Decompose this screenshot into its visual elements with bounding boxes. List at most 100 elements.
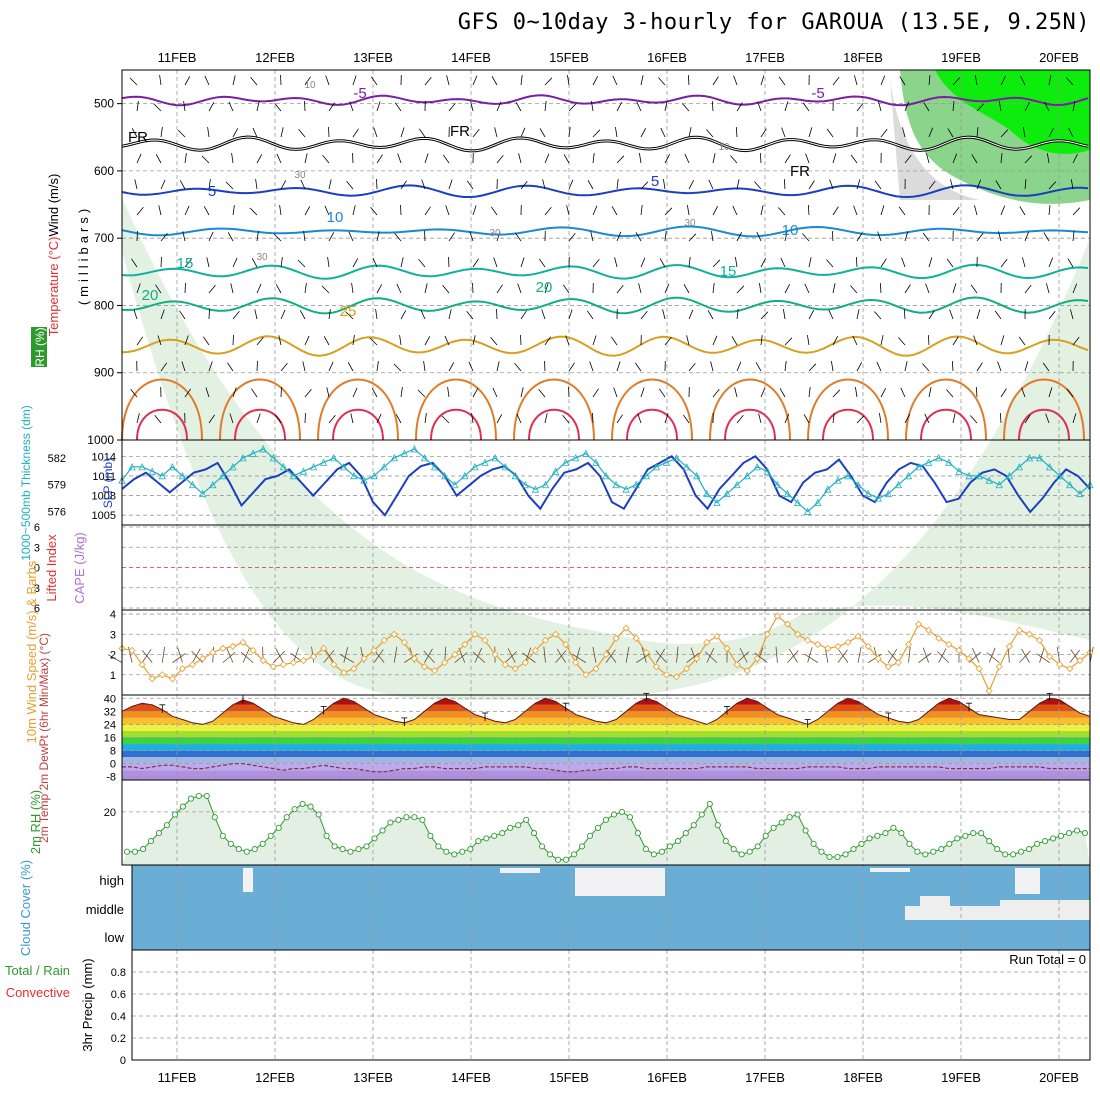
wind-barb	[472, 335, 476, 346]
wind-barb-10m	[938, 648, 947, 663]
rh-point	[235, 846, 242, 853]
wind-speed-point	[461, 640, 469, 648]
wind-barb	[158, 205, 162, 216]
wind-barb	[252, 127, 258, 138]
wind-barb	[227, 232, 234, 242]
wind-barb	[1024, 361, 1029, 372]
rh-point	[770, 824, 777, 831]
wind-barb	[328, 415, 336, 424]
wind-speed-point	[925, 626, 933, 634]
wind-speed-point	[481, 636, 489, 644]
wind-barb	[1044, 101, 1050, 112]
wind-barb-10m	[605, 649, 616, 663]
wind-barb	[802, 102, 810, 112]
wind-barb	[712, 335, 718, 346]
wind-barb	[376, 101, 381, 112]
wind-barb	[616, 284, 624, 294]
wind-barb	[518, 153, 522, 164]
wind-speed-point	[451, 650, 459, 659]
wind-barb	[950, 179, 954, 190]
top-date-label: 20FEB	[1039, 50, 1079, 65]
wind-speed-point	[763, 630, 771, 638]
rh-point	[403, 814, 410, 821]
wind-barb	[303, 231, 306, 242]
wind-barb	[778, 76, 786, 86]
rh-point	[131, 848, 139, 855]
wind-barb-10m	[555, 650, 567, 663]
thickness-point	[521, 480, 529, 489]
cloud-level-label: high	[99, 873, 124, 888]
wind-barb	[256, 154, 263, 164]
wind-barb-10m	[908, 646, 911, 663]
wind-speed-point	[168, 675, 176, 683]
wind-barb	[397, 153, 402, 164]
rh-point	[946, 840, 953, 847]
wind-barb	[160, 362, 168, 372]
wind-barb	[664, 101, 668, 112]
wind-barb	[998, 231, 1002, 242]
rh-point	[682, 830, 689, 837]
pressure-tick-label: 700	[94, 231, 114, 245]
wind-barb	[928, 310, 935, 320]
wind-barb-10m	[704, 651, 718, 663]
wind-barb	[784, 337, 793, 346]
wind-barb	[232, 387, 237, 398]
wind-barb	[856, 362, 863, 372]
wind-barb	[544, 153, 550, 164]
thickness-point	[955, 467, 963, 475]
wind-barb	[639, 153, 642, 164]
wind-speed-point	[945, 640, 953, 648]
wind-barb	[520, 310, 527, 320]
wind-barb	[832, 283, 836, 294]
wind-speed-point	[410, 655, 418, 663]
wind-barb	[640, 75, 644, 86]
wind-barb-10m	[736, 651, 750, 663]
wind-barb	[687, 205, 690, 216]
wind-barb	[877, 231, 882, 242]
wind-barb	[946, 389, 954, 398]
wind-barb	[856, 102, 864, 112]
wind-barb	[592, 388, 599, 398]
wind-barb	[736, 102, 743, 112]
wind-speed-point	[582, 671, 590, 679]
rh-point	[1042, 838, 1049, 845]
wind-barb	[352, 387, 358, 398]
wind-barb	[904, 231, 909, 242]
contour-label: 20	[536, 279, 553, 296]
wind-barb	[256, 101, 260, 112]
wind-barb	[352, 152, 354, 164]
thickness-point	[309, 462, 318, 471]
wind-barb-10m	[625, 646, 630, 663]
wind-barb	[300, 179, 306, 190]
wind-barb	[304, 283, 307, 294]
rh-point	[970, 830, 977, 837]
wind-barb	[466, 180, 474, 190]
thickness-label: 1000~500mb Thickness (dm)	[19, 405, 33, 561]
wind-barb-10m	[343, 647, 349, 663]
wind-barb	[949, 309, 954, 320]
wind-speed-point	[511, 665, 519, 673]
wind-speed-point	[592, 665, 600, 673]
wind-barb	[157, 335, 162, 346]
wind-barb	[208, 285, 216, 294]
contour-label: 10	[782, 222, 799, 239]
wind-barb	[179, 180, 186, 190]
wind-barb	[711, 231, 714, 242]
wind-barb	[616, 231, 622, 242]
thickness-point	[148, 467, 156, 475]
wind-barb	[352, 335, 355, 346]
contour-label: -5	[811, 85, 824, 102]
wind-speed-point	[904, 640, 913, 648]
wind-barb	[134, 179, 138, 190]
wind-barb	[376, 284, 383, 294]
wind-barb	[302, 361, 306, 372]
wind-barb	[879, 282, 882, 294]
thickness-point	[461, 471, 469, 480]
wind-speed-point	[955, 646, 963, 655]
bottom-date-label: 11FEB	[158, 1070, 197, 1085]
wind-barb-10m	[918, 652, 932, 663]
wind-speed-point	[612, 634, 620, 642]
wind-barb	[369, 337, 378, 346]
precip-tick-label: 0.4	[111, 1011, 126, 1023]
wind-barb	[1020, 75, 1026, 86]
